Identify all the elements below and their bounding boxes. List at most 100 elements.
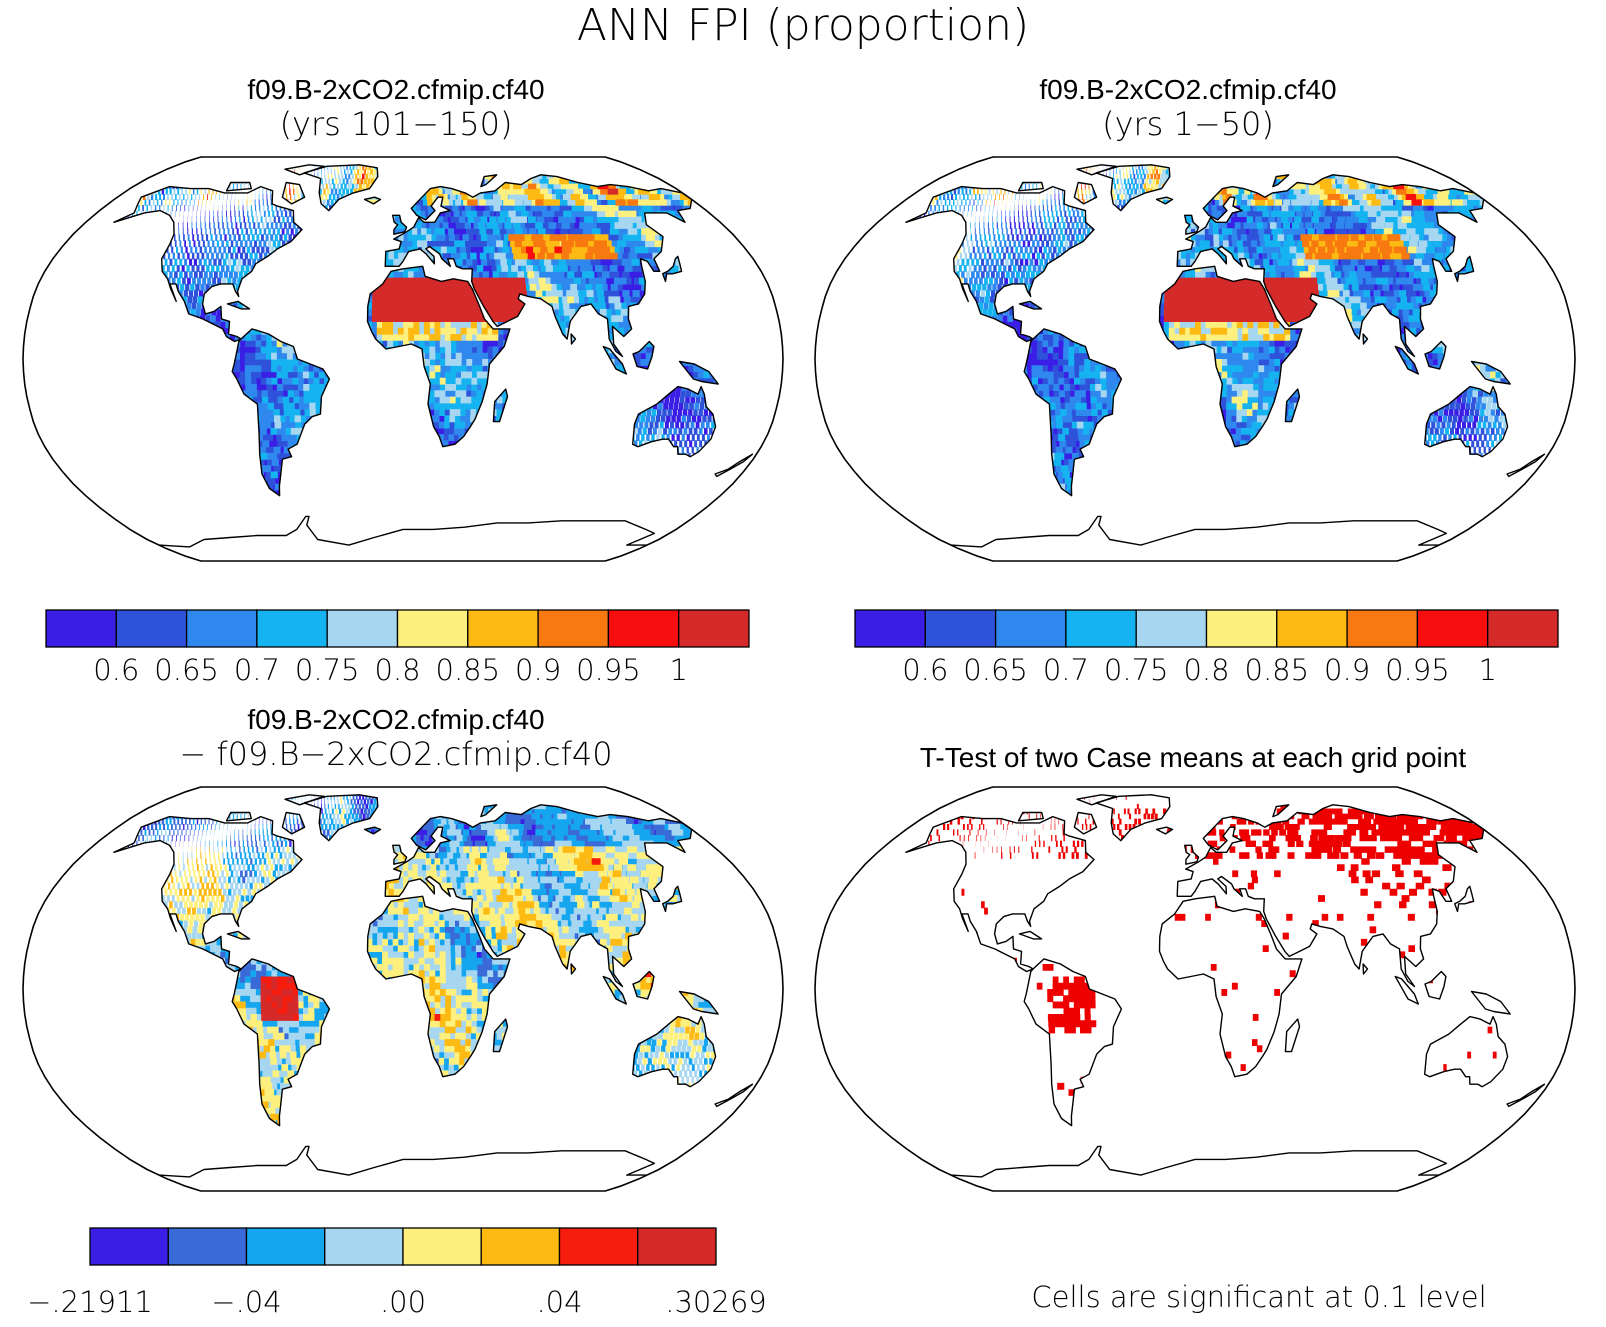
coastline-ellesmere xyxy=(1076,794,1117,806)
coastline-madagascar xyxy=(1284,1018,1301,1053)
coastline-victoriaIsl xyxy=(1017,181,1044,192)
panel-title-difference: f09.B-2xCO2.cfmip.cf40 xyxy=(247,704,544,735)
colorbar-box-10 xyxy=(678,609,750,648)
colorbar-box-6 xyxy=(396,609,469,648)
colorbar-box-4 xyxy=(256,609,328,648)
coastline-novayaZemlya xyxy=(480,804,498,818)
coastline-antarctica xyxy=(950,1145,1448,1178)
colorbar-box-3 xyxy=(185,609,258,648)
colorbar-tick-label: −.21911 xyxy=(27,1285,153,1319)
coastline-madagascar xyxy=(492,1018,509,1053)
colorbar-tick-label: 0.65 xyxy=(963,653,1028,687)
map-case1 xyxy=(22,156,784,562)
coastline-cuba xyxy=(226,300,251,310)
colorbar-box-9 xyxy=(607,609,680,648)
coastline-victoriaIsl xyxy=(225,811,252,822)
coastline-australia xyxy=(1424,1015,1509,1088)
coastline-novayaZemlya xyxy=(1272,174,1290,188)
ocean-background xyxy=(815,787,1575,1191)
coastline-uk xyxy=(392,844,408,865)
colorbar-box-7 xyxy=(558,1227,639,1266)
coastline-borneo xyxy=(1424,340,1447,370)
coastline-borneo xyxy=(632,340,655,370)
coastline-sumatra xyxy=(602,345,627,375)
coastline-greenland xyxy=(1095,794,1171,842)
coastline-japan xyxy=(1454,255,1475,283)
panel-title-ttest: T-Test of two Case means at each grid po… xyxy=(920,742,1466,773)
coastline-sumatra xyxy=(1394,345,1419,375)
colorbar-box-7 xyxy=(1276,609,1348,648)
coastline-madagascar xyxy=(1284,388,1301,423)
colorbar-tick-label: 0.85 xyxy=(1245,653,1310,687)
colorbar-box-1 xyxy=(854,609,926,648)
colorbar-box-5 xyxy=(1135,609,1208,648)
colorbar-tick-label: 0.9 xyxy=(1324,653,1370,687)
colorbar-tick-label: .30269 xyxy=(665,1285,766,1319)
coastline-baffin xyxy=(281,181,306,205)
coastline-uk xyxy=(1184,214,1200,235)
colorbar-tick-label: 0.95 xyxy=(1385,653,1450,687)
colorbar-tick-label: 0.65 xyxy=(154,653,219,687)
coastline-sriLanka xyxy=(570,333,577,345)
colorbar-tick-label: 0.6 xyxy=(902,653,948,687)
colorbar-box-8 xyxy=(637,1227,717,1266)
coastline-northAmerica xyxy=(113,815,303,973)
coastline-eurasia xyxy=(384,174,693,358)
coastline-africa xyxy=(1158,265,1303,448)
coastline-newZealand xyxy=(1506,453,1546,478)
coastline-sriLanka xyxy=(1362,333,1369,345)
coastline-uk xyxy=(1184,844,1200,865)
colorbar-tick-label: .04 xyxy=(536,1285,582,1319)
colorbar-box-3 xyxy=(245,1227,326,1266)
coastlines xyxy=(905,794,1546,1178)
coastline-greenland xyxy=(303,164,379,212)
colorbar-box-2 xyxy=(115,609,188,648)
coastline-ellesmere xyxy=(284,794,325,806)
coastline-iceland xyxy=(1155,826,1174,835)
map-border xyxy=(814,786,1576,1192)
coastline-novayaZemlya xyxy=(480,174,498,188)
coastline-southAmerica xyxy=(1023,958,1123,1127)
colorbar-tick-label: 0.7 xyxy=(234,653,280,687)
colorbar-tick-label: 1 xyxy=(669,653,687,687)
colorbar-box-10 xyxy=(1487,609,1559,648)
colorbar-box-1 xyxy=(45,609,117,648)
coastline-eurasia xyxy=(384,804,693,988)
coastline-eurasia xyxy=(1176,804,1485,988)
contour-level-6 xyxy=(905,164,1545,508)
colorbar-tick-label: 0.9 xyxy=(515,653,561,687)
coastline-japan xyxy=(662,255,683,283)
map-ttest xyxy=(814,786,1576,1192)
coastline-ellesmere xyxy=(284,164,325,176)
colorbar-difference: −.21911 −.04 .00 .04 .30269 xyxy=(27,1227,767,1319)
map-border xyxy=(814,156,1576,562)
coastline-northAmerica xyxy=(905,815,1095,973)
coastline-newGuinea xyxy=(1470,360,1511,385)
map-border xyxy=(22,156,784,562)
contour-level-8 xyxy=(928,164,1448,260)
coastline-iceland xyxy=(363,196,382,205)
colorbar-tick-label: 0.7 xyxy=(1043,653,1089,687)
coastline-africa xyxy=(366,895,511,1078)
coastline-newGuinea xyxy=(678,360,719,385)
ocean-background xyxy=(23,787,783,1191)
colorbar-box-5 xyxy=(402,1227,482,1266)
colorbar-box-3 xyxy=(994,609,1067,648)
colorbar-tick-label: 0.95 xyxy=(576,653,641,687)
coastline-newZealand xyxy=(714,1083,754,1108)
colorbar-case1: 0.6 0.65 0.7 0.75 0.8 0.85 0.9 0.95 1 xyxy=(45,609,750,687)
colorbar-tick-label: 0.8 xyxy=(1183,653,1229,687)
colorbar-box-4 xyxy=(324,1227,404,1266)
colorbar-box-8 xyxy=(537,609,610,648)
coastlines xyxy=(113,164,754,548)
coastline-newGuinea xyxy=(1470,990,1511,1015)
colorbar-box-8 xyxy=(1346,609,1419,648)
ocean-background xyxy=(815,157,1575,561)
coastline-southAmerica xyxy=(231,328,331,497)
coastline-antarctica xyxy=(158,1145,656,1178)
coastline-baffin xyxy=(281,811,306,835)
panel-title-case1: f09.B-2xCO2.cfmip.cf40 xyxy=(247,74,544,105)
coastline-newZealand xyxy=(1506,1083,1546,1108)
coastline-sumatra xyxy=(1394,975,1419,1005)
coastline-japan xyxy=(1454,885,1475,913)
